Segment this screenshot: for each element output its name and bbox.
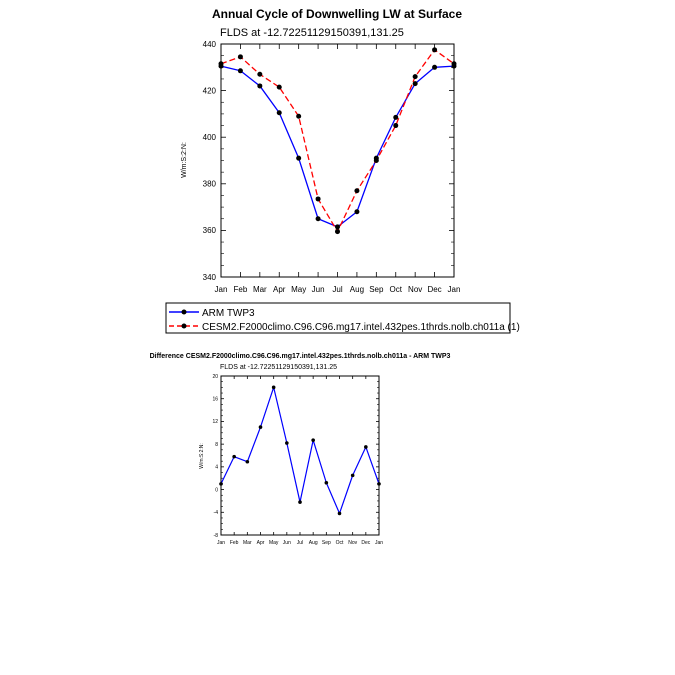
chart2-series-1-point: [285, 441, 289, 445]
chart1-series-2-point: [218, 61, 224, 67]
chart1-series-2-point: [335, 229, 340, 235]
chart1-series-2-point: [257, 71, 263, 77]
chart1-frame: [220, 43, 455, 278]
chart1-xtick-label: Dec: [427, 285, 441, 294]
chart1-series-2-point: [315, 196, 321, 202]
chart1-title: Annual Cycle of Downwelling LW at Surfac…: [212, 7, 462, 21]
chart2-series-1-point: [350, 473, 355, 478]
chart2-series-1-point: [298, 500, 302, 504]
chart2-xtick-label: Dec: [361, 540, 370, 546]
chart1-xtick-label: Mar: [253, 285, 267, 294]
chart2-xtick-label: Apr: [257, 540, 265, 546]
chart2-xtick-label: Jun: [283, 540, 291, 546]
chart1-series-2-point: [393, 123, 399, 129]
chart2-ytick-label: 16: [212, 396, 218, 402]
chart1-ytick-label: 380: [203, 180, 217, 189]
chart2-xtick-label: Nov: [348, 540, 357, 546]
chart1-series-1-point: [354, 209, 360, 215]
chart1-xtick-label: Jan: [448, 285, 461, 294]
chart1-xtick-label: Sep: [369, 285, 384, 294]
chart1-ytick-label: 340: [203, 273, 217, 282]
chart1-xtick-label: Aug: [350, 285, 364, 294]
chart2-subtitle: FLDS at -12.72251129150391,131.25: [220, 364, 337, 371]
chart1-series-1-point: [296, 155, 302, 161]
chart1-series-1-point: [432, 64, 438, 70]
chart1-series-2-point: [276, 84, 282, 90]
chart2-series-1-point: [245, 459, 250, 464]
chart1-series-2-point: [412, 74, 418, 80]
chart1-xtick-label: Oct: [390, 285, 403, 294]
chart1-series-1-point: [315, 216, 321, 222]
chart1-series-2-point: [451, 61, 457, 67]
chart2-series-1-point: [258, 425, 263, 429]
chart1-xtick-label: May: [291, 285, 306, 294]
chart1-series-2-line: [220, 49, 455, 233]
chart1-subtitle: FLDS at -12.72251129150391,131.25: [220, 27, 404, 39]
chart2-xtick-label: Feb: [230, 540, 239, 546]
chart2-series-1-point: [324, 480, 329, 485]
chart1-series-1-point: [412, 81, 418, 87]
chart1-xtick-label: Apr: [273, 285, 286, 294]
chart2-frame: [220, 375, 380, 536]
chart2-xtick-label: Sep: [322, 540, 331, 546]
chart1-ytick-label: 400: [203, 133, 217, 142]
chart1-series-1-point: [335, 224, 340, 230]
chart1-series-1-point: [237, 68, 243, 74]
chart1-series-2-point: [373, 158, 379, 163]
chart1-series-2-point: [296, 113, 302, 119]
legend-label-arm: ARM TWP3: [202, 308, 255, 319]
chart2-ytick-label: 4: [215, 465, 218, 471]
chart2-ylabel: W/m:S:2:N:: [199, 443, 205, 469]
chart1-legend: ARM TWP3 CESM2.F2000climo.C96.C96.mg17.i…: [165, 302, 520, 334]
chart2-xtick-label: Aug: [309, 540, 318, 546]
chart2-series-1-point: [271, 385, 276, 390]
chart1-xtick-label: Jul: [332, 285, 342, 294]
chart1-xtick-label: Jun: [312, 285, 325, 294]
chart2-series-1-point: [377, 482, 381, 486]
chart2-xtick-label: Jan: [375, 540, 383, 546]
chart1-xtick-label: Feb: [234, 285, 248, 294]
chart1-xtick-label: Nov: [408, 285, 422, 294]
chart1-series-1-point: [276, 110, 282, 116]
chart2-xtick-label: Oct: [336, 540, 344, 546]
chart2-xtick-label: Jan: [217, 540, 225, 546]
chart2-series-1-point: [364, 445, 368, 449]
chart1-series-2-point: [432, 47, 438, 53]
chart2-ytick-label: 0: [215, 487, 218, 493]
chart2-plot: -8 -4 0 4 8 12 16 20 Jan Feb Mar Apr May Jun Jul Aug Sep…: [212, 374, 383, 546]
chart1-series-2-point: [354, 188, 360, 194]
chart2-ytick-label: 8: [215, 442, 218, 448]
chart1-ylabel: W/m:S:2:N:: [181, 142, 188, 178]
chart2-xtick-label: May: [269, 540, 279, 546]
chart2-xtick-label: Mar: [243, 540, 252, 546]
chart2-ytick-label: -8: [214, 533, 219, 539]
chart2-series-1-point: [219, 482, 223, 486]
chart1-series-1-line: [220, 65, 455, 228]
chart2-xtick-label: Jul: [297, 540, 303, 546]
chart2-series-1-point: [232, 454, 236, 459]
legend-marker-arm: [181, 309, 187, 315]
chart2-series-1-line: [220, 386, 380, 515]
chart1-ytick-label: 360: [203, 226, 217, 235]
chart2-series-1-point: [337, 511, 342, 516]
legend-label-cesm: CESM2.F2000climo.C96.C96.mg17.intel.432p…: [202, 322, 520, 333]
chart2-title: Difference CESM2.F2000climo.C96.C96.mg17…: [150, 353, 451, 360]
chart2-ytick-label: 20: [212, 374, 218, 380]
chart1-ytick-label: 420: [203, 86, 217, 95]
legend-marker-cesm: [181, 323, 187, 329]
chart2-ytick-label: 12: [212, 419, 218, 425]
chart1-ytick-label: 440: [203, 40, 217, 49]
chart1-series-1-point: [257, 83, 263, 89]
chart1-series-1-point: [393, 114, 399, 120]
chart1-plot: 340 360 380 400 420 440 Jan Feb Mar Apr May Jun Jul A…: [203, 40, 461, 294]
legend-box: [165, 302, 511, 334]
chart1-xtick-label: Jan: [215, 285, 228, 294]
chart2-ytick-label: -4: [214, 510, 219, 516]
chart2-series-1-point: [311, 438, 315, 442]
chart1-series-2-point: [237, 54, 243, 60]
